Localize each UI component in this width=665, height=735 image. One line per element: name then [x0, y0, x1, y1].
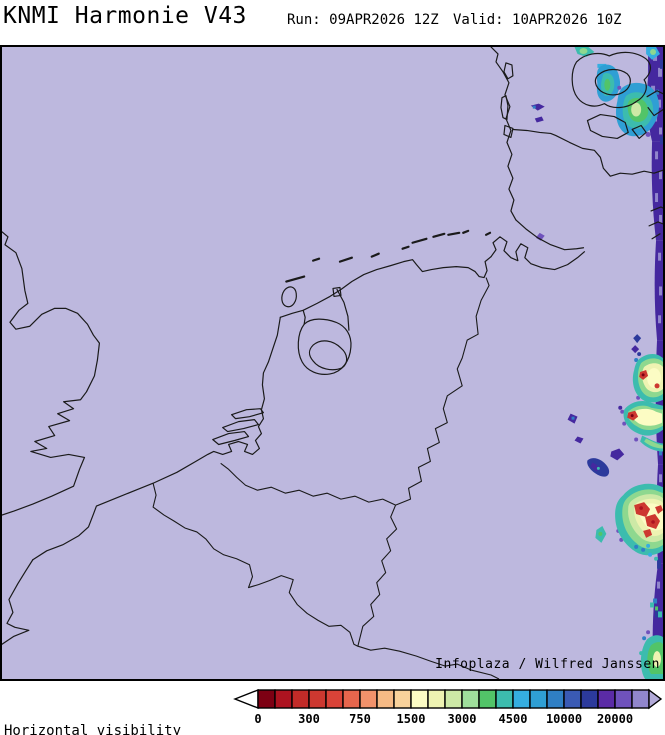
legend-color-cell: [546, 689, 565, 709]
legend-color-cell: [597, 689, 616, 709]
legend-tick-label: 3000: [448, 712, 477, 726]
legend-tick-label: 4500: [499, 712, 528, 726]
legend-color-cell: [563, 689, 582, 709]
valid-value: 10APR2026 10Z: [512, 12, 622, 28]
run-value: 09APR2026 12Z: [329, 12, 439, 28]
legend-color-cell: [376, 689, 395, 709]
legend-color-cell: [342, 689, 361, 709]
title-bar: KNMI Harmonie V43 Run: 09APR2026 12Z Val…: [0, 0, 665, 45]
coastlines: [2, 47, 663, 645]
legend-color-cell: [614, 689, 633, 709]
legend-tick-label: 0: [254, 712, 261, 726]
run-label: Run:: [287, 12, 321, 28]
legend-tick-label: 750: [349, 712, 371, 726]
legend-color-cell: [325, 689, 344, 709]
legend-color-cell: [444, 689, 463, 709]
legend-color-cell: [410, 689, 429, 709]
map-credit-text: Infoplaza / Wilfred Janssen: [435, 657, 660, 672]
run-time: Run: 09APR2026 12Z: [287, 12, 439, 28]
legend-color-cell: [274, 689, 293, 709]
valid-time: Valid: 10APR2026 10Z: [453, 12, 622, 28]
legend-title: Horizontal visibility (meters): [4, 684, 181, 735]
legend-colorbar: 0 300 750 1500 3000 4500 10000 20000: [233, 688, 663, 726]
legend-tick-label: 300: [298, 712, 320, 726]
visibility-patches: [530, 47, 663, 679]
legend-color-cell: [495, 689, 514, 709]
wadden-islands: [285, 229, 492, 283]
legend-title-line1: Horizontal visibility: [4, 723, 182, 735]
legend-color-cell: [478, 689, 497, 709]
valid-label: Valid:: [453, 12, 504, 28]
legend-tick-label: 10000: [546, 712, 582, 726]
country-borders: [152, 277, 500, 679]
legend-color-cell: [529, 689, 548, 709]
legend-color-cell: [257, 689, 276, 709]
legend-color-cell: [512, 689, 531, 709]
legend-color-cell: [359, 689, 378, 709]
legend-color-cell: [308, 689, 327, 709]
legend-color-cell: [427, 689, 446, 709]
map-canvas: [2, 47, 663, 679]
legend-color-cell: [291, 689, 310, 709]
map-frame: Infoplaza / Wilfred Janssen: [0, 45, 665, 681]
legend-tick-label: 1500: [397, 712, 426, 726]
page-title: KNMI Harmonie V43: [3, 3, 247, 29]
legend-panel: Horizontal visibility (meters) 0 300 750 15…: [0, 683, 665, 735]
legend-color-cell: [580, 689, 599, 709]
legend-tick-label: 20000: [597, 712, 633, 726]
legend-color-cell: [393, 689, 412, 709]
legend-color-cell: [631, 689, 650, 709]
legend-color-cell: [461, 689, 480, 709]
